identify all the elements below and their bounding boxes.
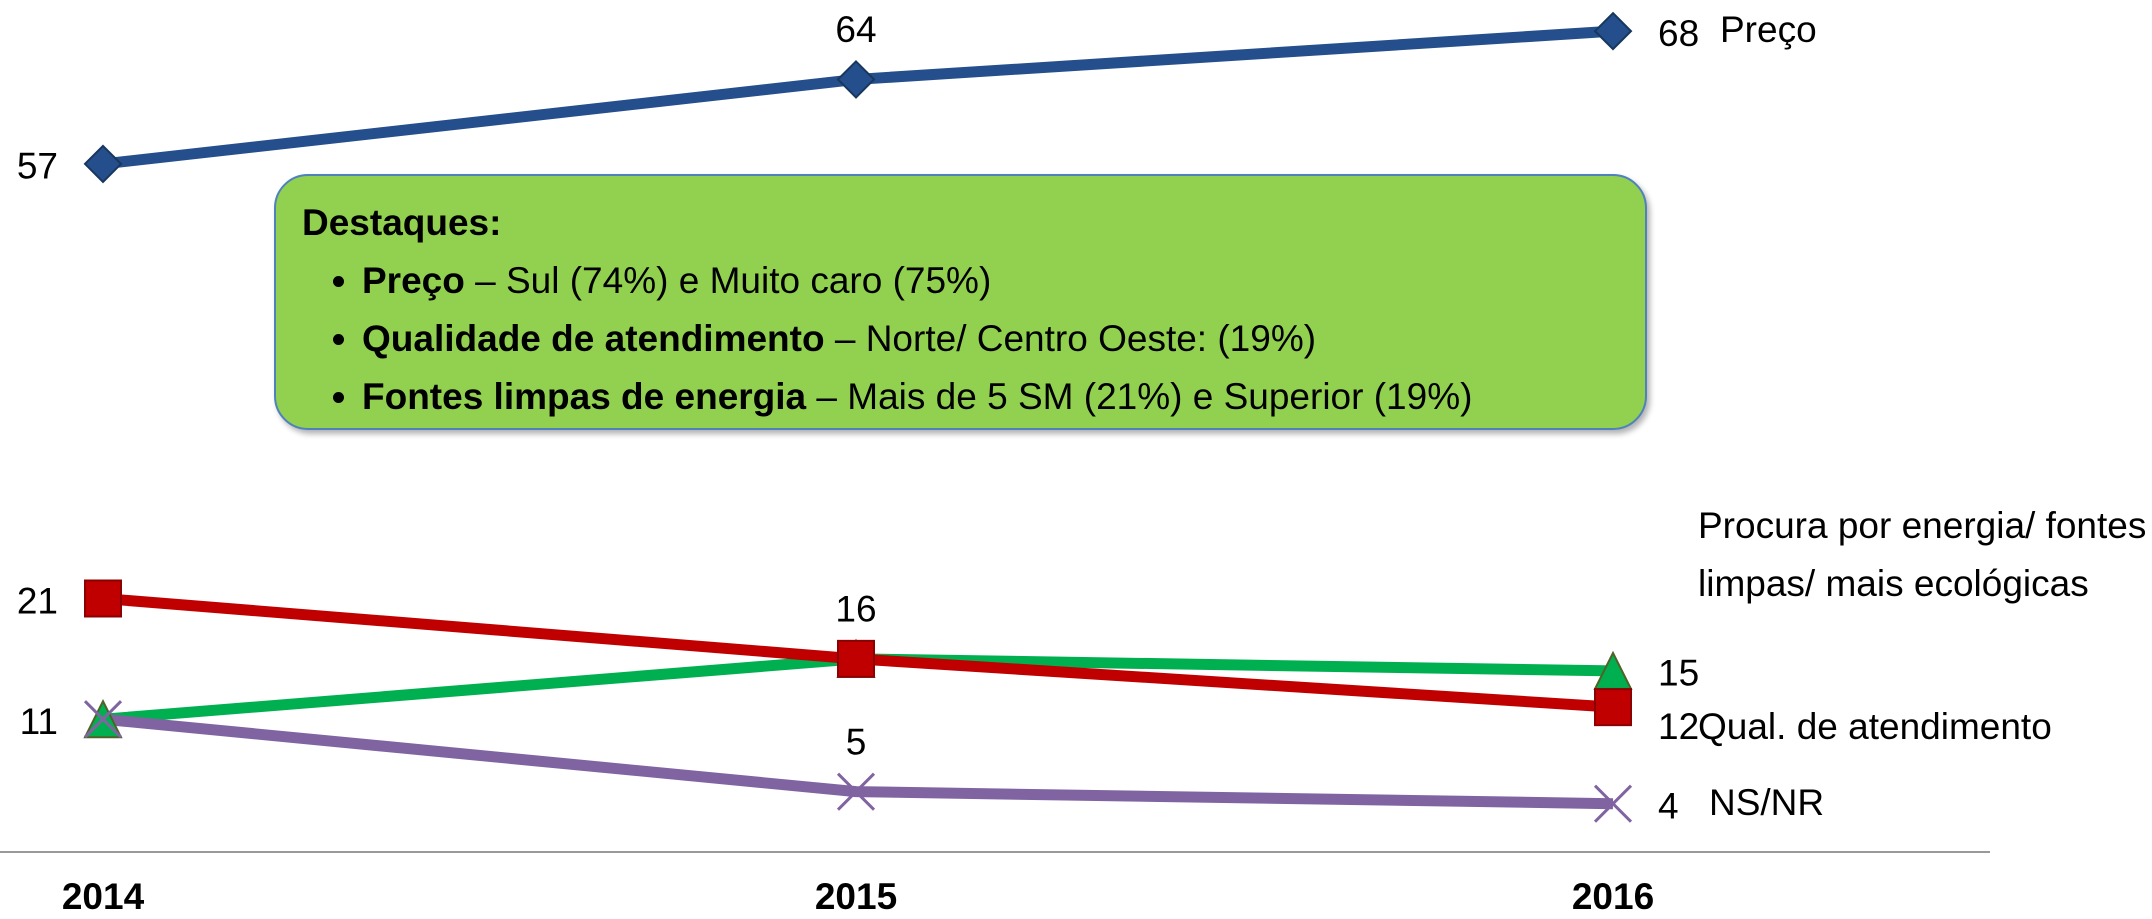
- x-tick-label: 2016: [1572, 876, 1654, 917]
- callout-title: Destaques:: [302, 202, 502, 243]
- data-label: 64: [835, 9, 876, 50]
- series-line: [102, 25, 1614, 170]
- callout-list: Preço – Sul (74%) e Muito caro (75%)Qual…: [302, 252, 1619, 426]
- series-name: Preço: [1720, 9, 1817, 50]
- data-label: 16: [835, 589, 876, 630]
- x-tick-label: 2014: [62, 876, 145, 917]
- data-label: 21: [17, 580, 58, 621]
- marker: [1594, 688, 1632, 727]
- marker-stroke: [83, 700, 123, 739]
- marker: [836, 60, 876, 99]
- callout-item: Preço – Sul (74%) e Muito caro (75%): [362, 252, 1619, 310]
- x-tick-label: 2015: [815, 876, 897, 917]
- marker: [84, 579, 122, 618]
- marker: [1593, 784, 1633, 823]
- callout: Destaques: Preço – Sul (74%) e Muito car…: [274, 174, 1647, 430]
- callout-text: – Sul (74%) e Muito caro (75%): [464, 260, 992, 301]
- data-label: 68: [1658, 13, 1699, 54]
- marker-stroke: [836, 772, 876, 811]
- callout-item: Qualidade de atendimento – Norte/ Centro…: [362, 310, 1619, 368]
- callout-text: – Norte/ Centro Oeste: (19%): [824, 318, 1317, 359]
- callout-bold: Fontes limpas de energia: [362, 376, 807, 417]
- data-label: 12: [1658, 706, 1699, 747]
- data-label: 5: [846, 721, 867, 762]
- callout-bold: Qualidade de atendimento: [362, 318, 825, 359]
- marker: [836, 772, 876, 811]
- marker: [83, 700, 123, 739]
- marker: [83, 144, 123, 184]
- callout-bold: Preço: [362, 260, 465, 301]
- data-label: 11: [20, 701, 58, 742]
- series-name: Qual. de atendimento: [1698, 706, 2052, 747]
- series-name: NS/NR: [1709, 782, 1825, 823]
- data-label: 4: [1658, 785, 1679, 826]
- callout-text: – Mais de 5 SM (21%) e Superior (19%): [806, 376, 1473, 417]
- marker: [837, 639, 875, 678]
- marker: [1593, 11, 1633, 51]
- data-label: 57: [17, 146, 58, 187]
- data-label: 15: [1658, 653, 1699, 694]
- marker-stroke: [1593, 784, 1633, 823]
- callout-item: Fontes limpas de energia – Mais de 5 SM …: [362, 368, 1619, 426]
- series-name: Procura por energia/ fontes limpas/ mais…: [1698, 505, 2147, 604]
